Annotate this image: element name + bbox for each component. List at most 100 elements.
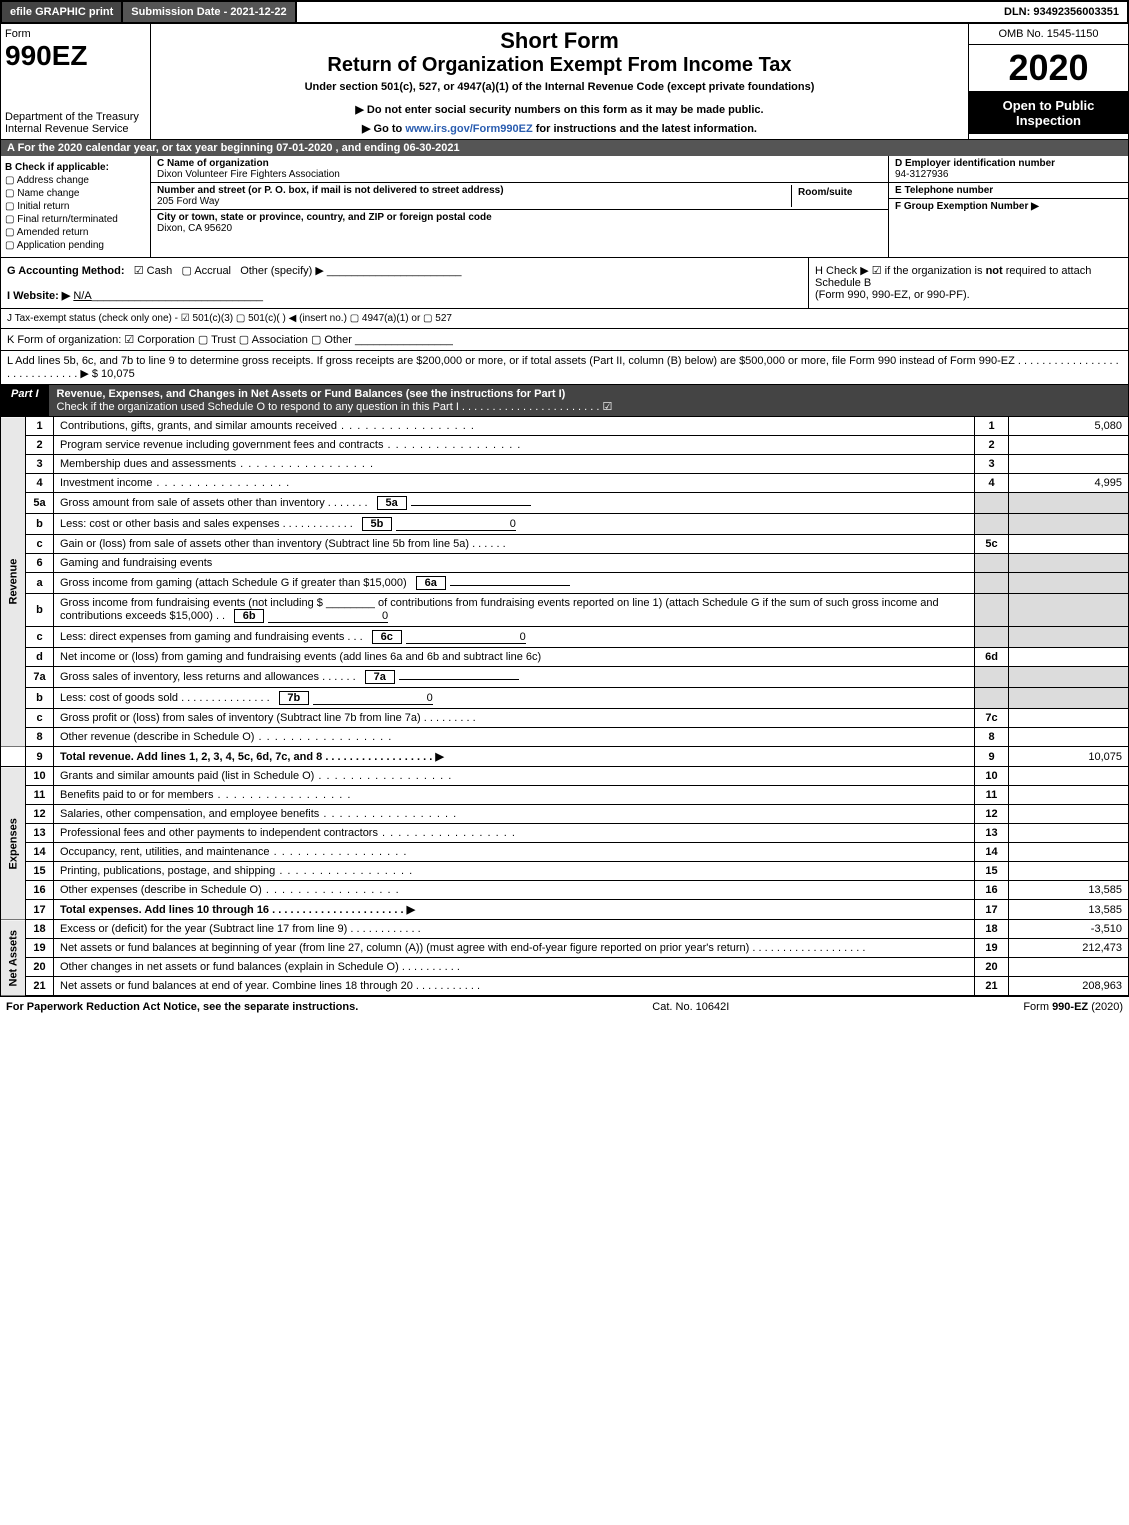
efile-print-button[interactable]: efile GRAPHIC print xyxy=(2,2,123,22)
form-number: 990EZ xyxy=(5,40,146,72)
num-8: 8 xyxy=(975,728,1009,747)
val-21: 208,963 xyxy=(1009,977,1129,996)
form-header: Form 990EZ Department of the Treasury In… xyxy=(0,24,1129,140)
ln-6: 6 xyxy=(26,554,54,573)
val-19: 212,473 xyxy=(1009,939,1129,958)
cash-checkbox[interactable]: ☑ Cash xyxy=(134,265,173,277)
ln-12: 12 xyxy=(26,805,54,824)
desc-7c: Gross profit or (loss) from sales of inv… xyxy=(54,709,975,728)
revenue-table: Revenue 1 Contributions, gifts, grants, … xyxy=(0,417,1129,767)
num-13: 13 xyxy=(975,824,1009,843)
org-name-cell: C Name of organization Dixon Volunteer F… xyxy=(151,156,888,183)
ln-6d: d xyxy=(26,648,54,667)
val-1: 5,080 xyxy=(1009,417,1129,436)
desc-9: Total revenue. Add lines 1, 2, 3, 4, 5c,… xyxy=(54,747,975,767)
desc-21: Net assets or fund balances at end of ye… xyxy=(54,977,975,996)
desc-2: Program service revenue including govern… xyxy=(54,436,975,455)
opt-application-pending[interactable]: ▢ Application pending xyxy=(5,240,146,251)
part-1-title: Revenue, Expenses, and Changes in Net As… xyxy=(49,385,1128,416)
line-l: L Add lines 5b, 6c, and 7b to line 9 to … xyxy=(0,351,1129,385)
opt-initial-return[interactable]: ▢ Initial return xyxy=(5,201,146,212)
expenses-table: Expenses 10 Grants and similar amounts p… xyxy=(0,767,1129,920)
num-16: 16 xyxy=(975,881,1009,900)
netassets-table: Net Assets 18 Excess or (deficit) for th… xyxy=(0,920,1129,996)
val-7b xyxy=(1009,688,1129,709)
opt-name-change[interactable]: ▢ Name change xyxy=(5,188,146,199)
ln-7b: b xyxy=(26,688,54,709)
desc-17: Total expenses. Add lines 10 through 16 … xyxy=(54,900,975,920)
desc-6d: Net income or (loss) from gaming and fun… xyxy=(54,648,975,667)
desc-3: Membership dues and assessments xyxy=(54,455,975,474)
num-6c xyxy=(975,627,1009,648)
val-20 xyxy=(1009,958,1129,977)
ln-18: 18 xyxy=(26,920,54,939)
box-b: B Check if applicable: ▢ Address change … xyxy=(1,156,151,257)
val-5c xyxy=(1009,535,1129,554)
desc-8: Other revenue (describe in Schedule O) xyxy=(54,728,975,747)
department: Department of the Treasury Internal Reve… xyxy=(5,111,146,135)
num-6a xyxy=(975,573,1009,594)
num-20: 20 xyxy=(975,958,1009,977)
num-5c: 5c xyxy=(975,535,1009,554)
desc-6a: Gross income from gaming (attach Schedul… xyxy=(54,573,975,594)
ln-6a: a xyxy=(26,573,54,594)
num-7b xyxy=(975,688,1009,709)
accrual-checkbox[interactable]: ▢ Accrual xyxy=(181,265,231,277)
val-6d xyxy=(1009,648,1129,667)
ln-15: 15 xyxy=(26,862,54,881)
num-19: 19 xyxy=(975,939,1009,958)
period-row: A For the 2020 calendar year, or tax yea… xyxy=(0,140,1129,156)
line-i-label: I Website: ▶ xyxy=(7,290,70,302)
irs-link[interactable]: www.irs.gov/Form990EZ xyxy=(405,123,532,135)
opt-amended-return[interactable]: ▢ Amended return xyxy=(5,227,146,238)
val-14 xyxy=(1009,843,1129,862)
ssn-warning: ▶ Do not enter social security numbers o… xyxy=(159,103,960,116)
val-13 xyxy=(1009,824,1129,843)
city-cell: City or town, state or province, country… xyxy=(151,210,888,236)
num-7c: 7c xyxy=(975,709,1009,728)
form-title: Return of Organization Exempt From Incom… xyxy=(159,54,960,77)
opt-address-change[interactable]: ▢ Address change xyxy=(5,175,146,186)
opt-final-return[interactable]: ▢ Final return/terminated xyxy=(5,214,146,225)
val-5a xyxy=(1009,493,1129,514)
row-gh: G Accounting Method: ☑ Cash ▢ Accrual Ot… xyxy=(0,258,1129,309)
box-c: C Name of organization Dixon Volunteer F… xyxy=(151,156,888,257)
line-h: H Check ▶ ☑ if the organization is not r… xyxy=(808,258,1128,308)
netassets-sidelabel: Net Assets xyxy=(1,920,26,996)
desc-5b: Less: cost or other basis and sales expe… xyxy=(54,514,975,535)
desc-10: Grants and similar amounts paid (list in… xyxy=(54,767,975,786)
info-block: B Check if applicable: ▢ Address change … xyxy=(0,156,1129,258)
line-k: K Form of organization: ☑ Corporation ▢ … xyxy=(0,329,1129,351)
ln-21: 21 xyxy=(26,977,54,996)
num-10: 10 xyxy=(975,767,1009,786)
ln-17: 17 xyxy=(26,900,54,920)
goto-line: ▶ Go to www.irs.gov/Form990EZ for instru… xyxy=(159,122,960,135)
ln-1: 1 xyxy=(26,417,54,436)
revenue-sidelabel: Revenue xyxy=(1,417,26,747)
ln-14: 14 xyxy=(26,843,54,862)
desc-5a: Gross amount from sale of assets other t… xyxy=(54,493,975,514)
open-to-public: Open to PublicInspection xyxy=(969,92,1128,134)
desc-13: Professional fees and other payments to … xyxy=(54,824,975,843)
val-12 xyxy=(1009,805,1129,824)
ln-5c: c xyxy=(26,535,54,554)
desc-6b: Gross income from fundraising events (no… xyxy=(54,594,975,627)
header-center: Short Form Return of Organization Exempt… xyxy=(151,24,968,139)
num-5a xyxy=(975,493,1009,514)
ln-16: 16 xyxy=(26,881,54,900)
org-name: Dixon Volunteer Fire Fighters Associatio… xyxy=(157,169,340,180)
num-2: 2 xyxy=(975,436,1009,455)
blank-side xyxy=(1,747,26,767)
desc-12: Salaries, other compensation, and employ… xyxy=(54,805,975,824)
val-7a xyxy=(1009,667,1129,688)
website: N/A xyxy=(73,290,91,302)
part-1-label: Part I xyxy=(1,385,49,416)
ln-9: 9 xyxy=(26,747,54,767)
spacer xyxy=(297,2,996,22)
ln-2: 2 xyxy=(26,436,54,455)
num-6 xyxy=(975,554,1009,573)
omb-number: OMB No. 1545-1150 xyxy=(969,24,1128,45)
line-g: G Accounting Method: ☑ Cash ▢ Accrual Ot… xyxy=(1,258,808,308)
desc-7b: Less: cost of goods sold . . . . . . . .… xyxy=(54,688,975,709)
room-cell: Room/suite xyxy=(792,185,882,207)
